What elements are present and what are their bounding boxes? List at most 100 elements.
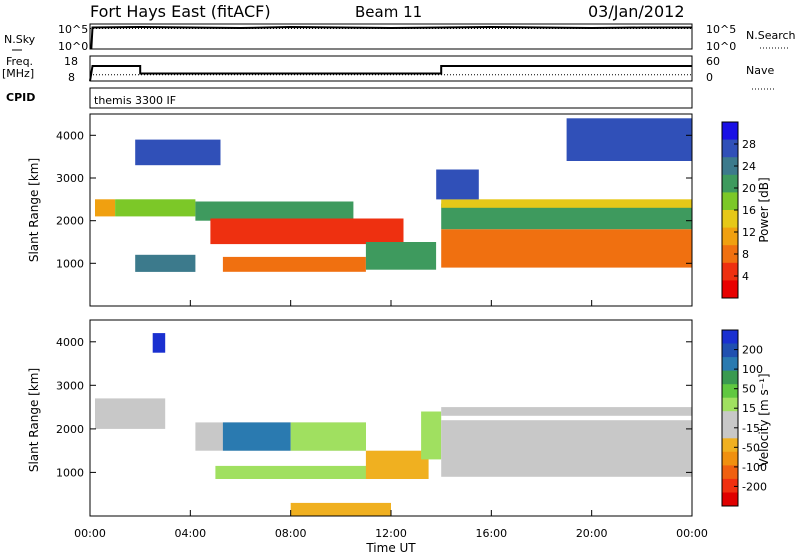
colorbar-segment	[722, 245, 738, 264]
y-tick-label: 4000	[56, 129, 84, 142]
colorbar-segment	[722, 424, 738, 439]
y-tick-label: 4000	[56, 336, 84, 349]
colorbar-frame	[721, 329, 739, 507]
colorbar-segment	[722, 357, 738, 372]
power-heatmap	[95, 118, 692, 272]
cpid-label: CPID	[6, 91, 35, 104]
x-tick-label: 16:00	[475, 527, 507, 540]
nsky-series-group	[90, 25, 692, 50]
colorbar-tick-label: 12	[742, 226, 756, 239]
velocity-ylabel: Slant Range [km]	[27, 368, 41, 472]
heatmap-region-6	[365, 450, 429, 479]
x-tick-label: 00:00	[74, 527, 106, 540]
heatmap-region-11	[436, 169, 479, 200]
colorbar-segment	[722, 330, 738, 344]
power-colorbar: 28 24 20 16 12 8 4	[721, 121, 756, 299]
cpid-value: themis 3300 IF	[94, 94, 176, 107]
colorbar-segment	[722, 210, 738, 229]
x-axis-label: Time UT	[365, 541, 416, 554]
x-tick-label: 08:00	[275, 527, 307, 540]
y-tick-label: 2000	[56, 423, 84, 436]
power-y-ticks: 1000 2000 3000 4000	[56, 129, 692, 270]
heatmap-region-0	[95, 199, 116, 217]
y-tick-label: 1000	[56, 466, 84, 479]
heatmap-region-8	[441, 229, 692, 268]
colorbar-segment	[722, 262, 738, 281]
velocity-colorbar: 200 100 50 15 -15 -50 -100 -200	[721, 329, 767, 507]
nsky-panel-frame	[89, 23, 693, 50]
colorbar-tick-label: -50	[742, 441, 760, 454]
beam-label: Beam 11	[355, 3, 422, 21]
heatmap-region-7	[135, 139, 221, 166]
date-label: 03/Jan/2012	[588, 2, 685, 21]
x-tick-label: 04:00	[174, 527, 206, 540]
velocity-colorbar-label: Velocity [m s⁻¹]	[757, 373, 771, 466]
heatmap-region-4	[222, 256, 366, 272]
freq-label: Freq.	[6, 55, 33, 68]
velocity-heatmap	[95, 333, 692, 516]
freq-series-group	[89, 65, 692, 82]
velocity-y-ticks: 1000 2000 3000 4000	[56, 336, 692, 479]
colorbar-tick-label: 20	[742, 182, 756, 195]
heatmap-region-2	[195, 201, 354, 221]
nave-tick-top: 60	[706, 55, 720, 68]
colorbar-segment	[722, 174, 738, 193]
heatmap-region-3	[210, 218, 404, 245]
colorbar-tick-label: -15	[742, 422, 760, 435]
heatmap-region-1	[115, 199, 196, 217]
nsky-tick-top: 10^5	[58, 23, 88, 36]
x-tick-label: 00:00	[676, 527, 708, 540]
colorbar-tick-label: 8	[742, 248, 749, 261]
nsearch-tick-top: 10^5	[706, 23, 736, 36]
colorbar-segment	[722, 411, 738, 426]
power-colorbar-label: Power [dB]	[757, 177, 771, 242]
colorbar-segment	[722, 192, 738, 211]
heatmap-region-7	[421, 411, 442, 460]
series-line-nsky	[90, 25, 692, 50]
colorbar-segment	[722, 343, 738, 358]
colorbar-tick-label: 15	[742, 402, 756, 415]
colorbar-segment	[722, 397, 738, 412]
colorbar-tick-label: 200	[742, 344, 763, 357]
nave-tick-bottom: 0	[706, 71, 713, 84]
colorbar-segment	[722, 492, 738, 507]
power-ylabel: Slant Range [km]	[27, 158, 41, 262]
colorbar-tick-label: 4	[742, 270, 749, 283]
heatmap-region-10	[441, 199, 692, 208]
heatmap-region-1	[152, 333, 166, 353]
nsearch-tick-bottom: 10^0	[706, 40, 736, 53]
x-tick-label: 12:00	[375, 527, 407, 540]
heatmap-region-10	[290, 502, 391, 516]
freq-panel-frame	[89, 55, 693, 82]
x-tick-label: 20:00	[576, 527, 608, 540]
nsky-label: N.Sky	[4, 33, 36, 46]
colorbar-segment	[722, 451, 738, 466]
heatmap-region-3	[222, 422, 291, 451]
velocity-panel-frame	[89, 319, 693, 517]
y-tick-label: 2000	[56, 215, 84, 228]
colorbar-tick-label: 28	[742, 138, 756, 151]
colorbar-segment	[722, 478, 738, 493]
x-axis-ticks: 00:00 04:00 08:00 12:00 16:00 20:00 00:00	[74, 300, 708, 540]
freq-tick-top: 18	[64, 55, 78, 68]
y-tick-label: 1000	[56, 257, 84, 270]
cpid-panel-frame	[89, 87, 693, 109]
colorbar-segment	[722, 280, 738, 299]
heatmap-region-9	[441, 203, 692, 230]
colorbar-segment	[722, 438, 738, 453]
heatmap-region-5	[135, 254, 196, 272]
series-line-freq	[89, 65, 692, 82]
heatmap-region-4	[290, 422, 366, 451]
colorbar-tick-label: -200	[742, 480, 767, 493]
colorbar-tick-label: 24	[742, 160, 756, 173]
heatmap-region-8	[441, 420, 692, 477]
colorbar-tick-label: -100	[742, 461, 767, 474]
y-tick-label: 3000	[56, 379, 84, 392]
colorbar-segment	[722, 370, 738, 385]
station-title: Fort Hays East (fitACF)	[90, 2, 271, 21]
colorbar-segment	[722, 122, 738, 141]
heatmap-region-5	[215, 465, 404, 479]
nsearch-label: N.Search	[746, 29, 796, 42]
nave-label: Nave	[746, 64, 774, 77]
